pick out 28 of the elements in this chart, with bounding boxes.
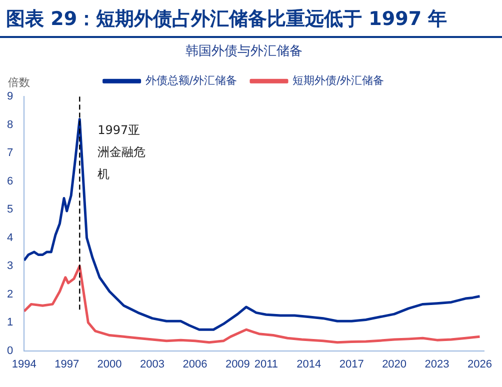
y-tick-label: 1 — [6, 316, 14, 329]
chart-subtitle: 韩国外债与外汇储备 — [186, 44, 302, 60]
x-tick-label: 2017 — [339, 358, 364, 370]
y-tick-label: 9 — [6, 90, 14, 103]
x-tick-label: 2009 — [225, 358, 250, 370]
y-tick-label: 2 — [6, 288, 14, 300]
legend-label: 外债总额/外汇储备 — [145, 74, 238, 87]
y-tick-label: 8 — [6, 118, 14, 131]
ref-line-label: 1997亚洲金融危机 — [98, 122, 146, 181]
x-tick-label: 2006 — [182, 358, 208, 370]
y-tick-label: 5 — [6, 204, 14, 216]
x-tick-label: 2011 — [254, 358, 278, 370]
y-tick-label: 4 — [6, 232, 14, 244]
x-tick-label: 2014 — [296, 358, 322, 370]
y-tick-label: 7 — [6, 147, 14, 160]
x-tick-label: 2000 — [97, 358, 122, 370]
x-tick-label: 2020 — [382, 358, 407, 370]
y-axis-title: 倍数 — [8, 76, 30, 89]
x-tick-label: 2003 — [140, 358, 164, 370]
chart-title: 图表 29：短期外债占外汇储备比重远低于 1997 年 — [0, 0, 502, 38]
x-tick-label: 1994 — [12, 358, 36, 370]
x-tick-label: 2023 — [424, 358, 450, 370]
y-tick-label: 0 — [6, 344, 14, 357]
x-tick-label: 1997 — [54, 358, 80, 370]
y-tick-label: 6 — [6, 175, 14, 188]
legend-label: 短期外债/外汇储备 — [292, 74, 384, 87]
y-tick-label: 3 — [6, 260, 14, 272]
x-tick-label: 2026 — [467, 358, 492, 370]
